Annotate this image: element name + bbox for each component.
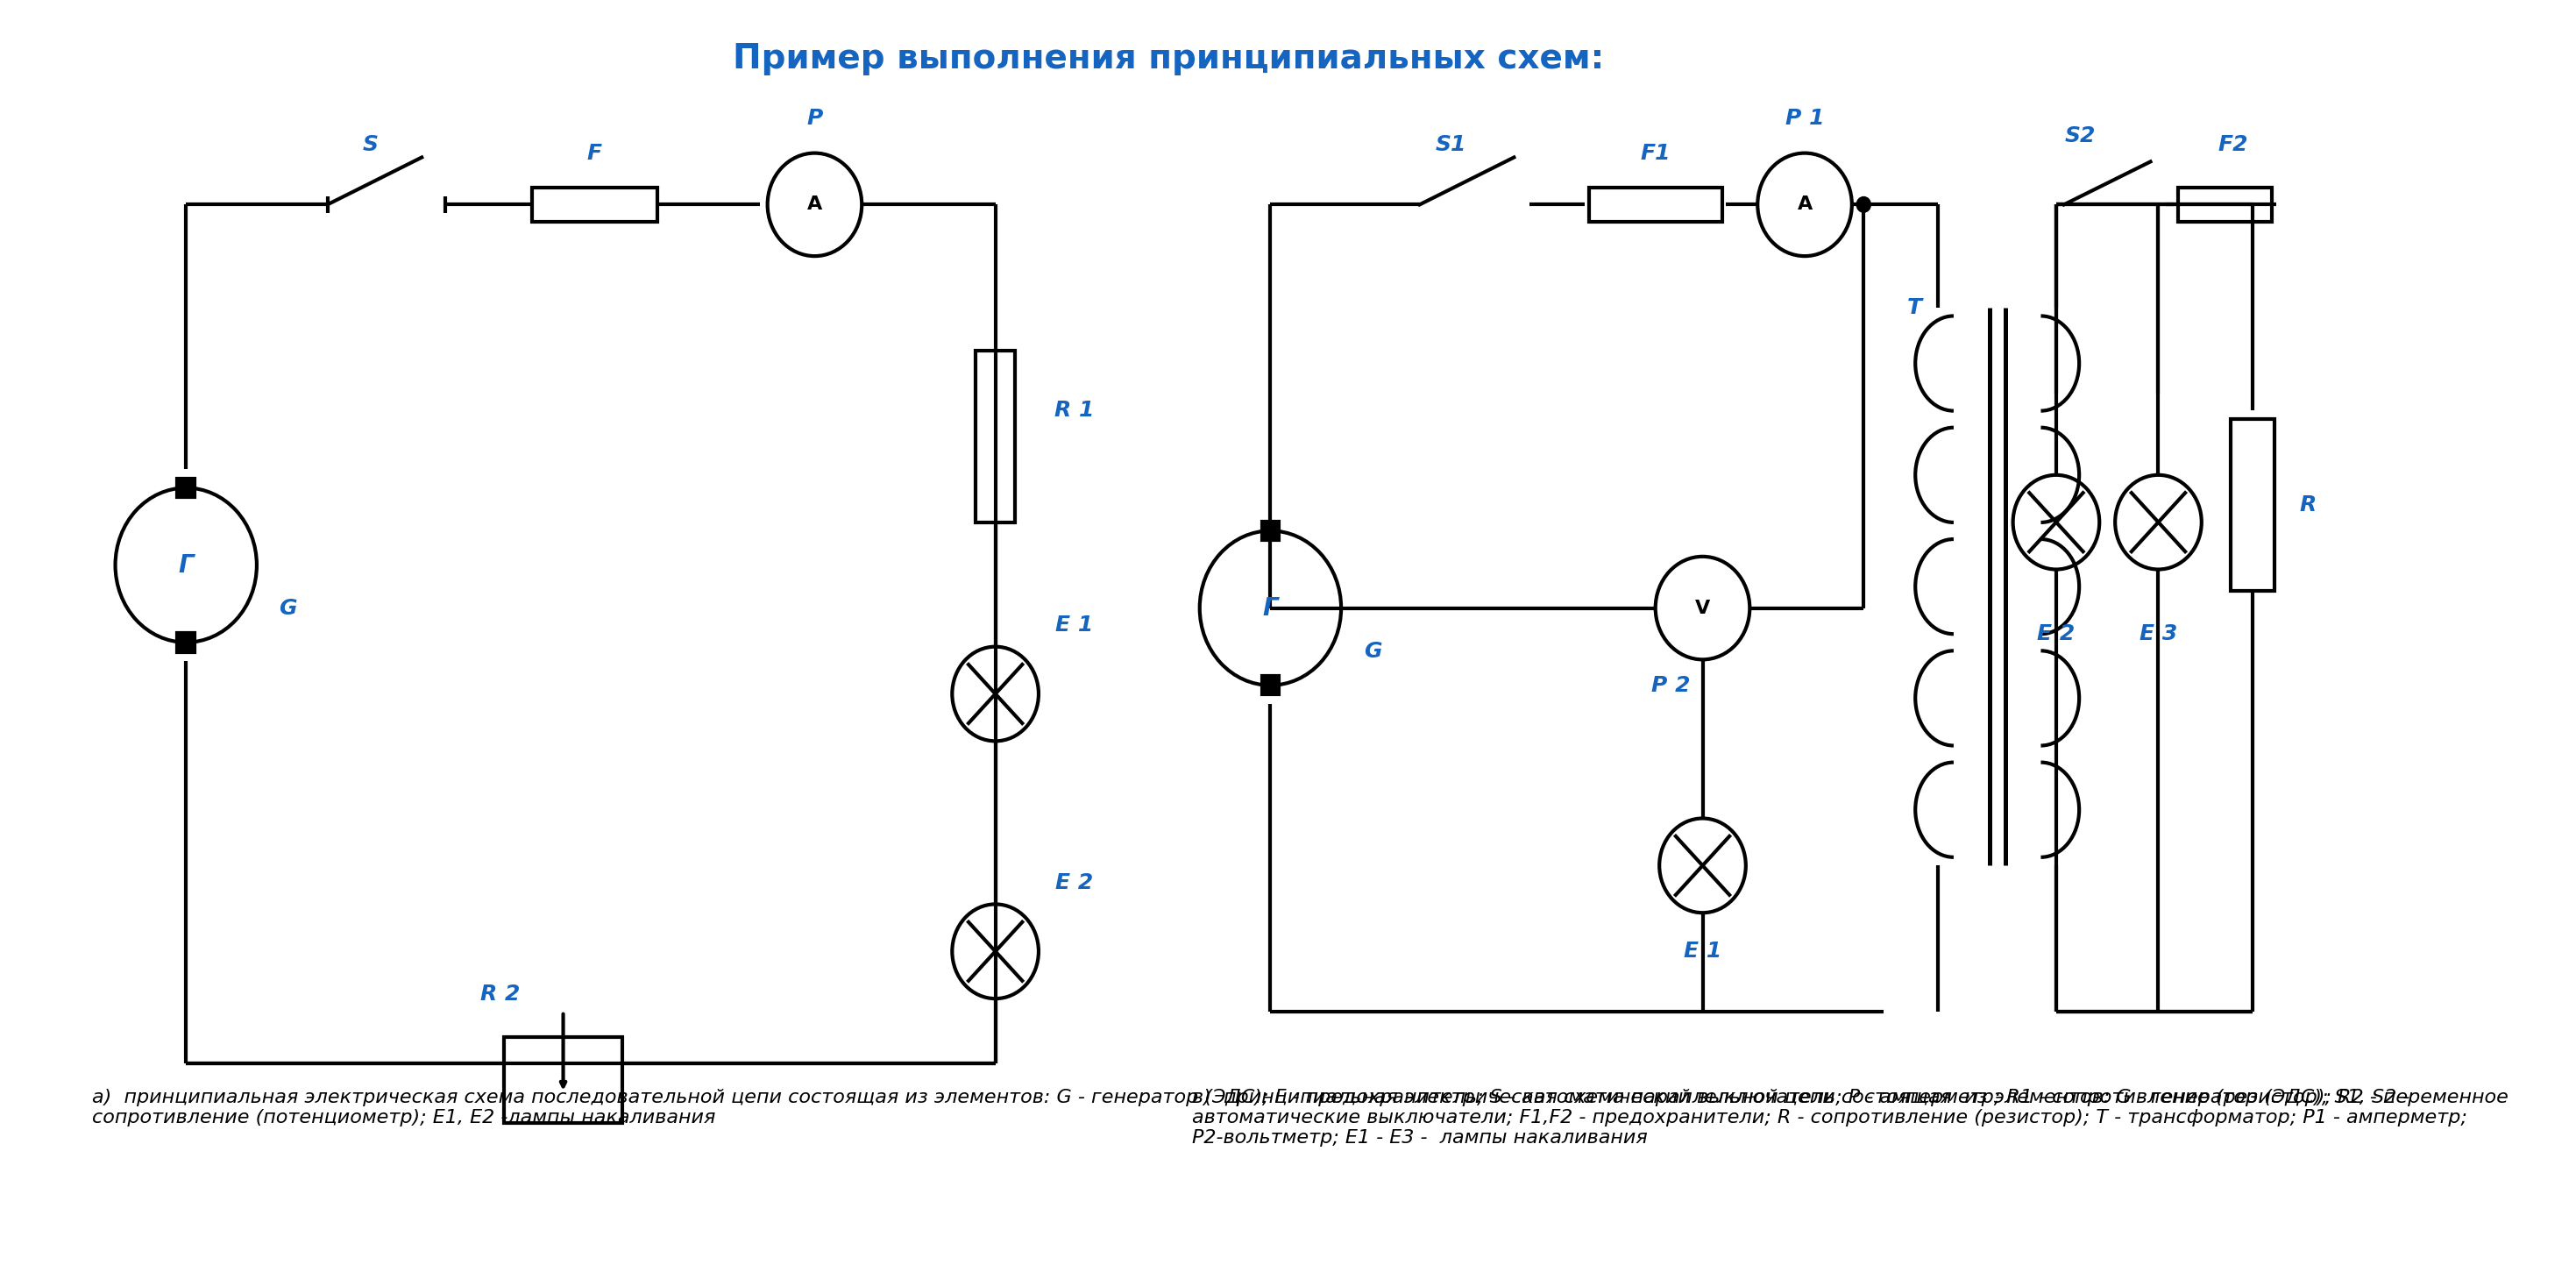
Text: а)  принципиальная электрическая схема последовательной цепи состоящая из элемен: а) принципиальная электрическая схема по… [93, 1089, 2509, 1127]
Text: S2: S2 [2063, 125, 2094, 147]
Text: R 1: R 1 [1054, 400, 1095, 421]
Bar [178, 632, 196, 651]
Bar [976, 350, 1015, 522]
Text: P 2: P 2 [1651, 674, 1690, 696]
Text: E 2: E 2 [2038, 624, 2076, 644]
Bar [1589, 187, 1723, 221]
Text: E 1: E 1 [1685, 941, 1721, 961]
Text: R 2: R 2 [482, 984, 520, 1004]
Text: Г: Г [1262, 596, 1278, 620]
Text: S: S [363, 134, 379, 156]
Bar [2231, 419, 2275, 591]
Text: G: G [1363, 640, 1381, 662]
Text: S1: S1 [1435, 134, 1466, 156]
Text: G: G [278, 597, 296, 619]
Bar [178, 478, 196, 497]
Text: A: A [1798, 196, 1814, 214]
Text: F1: F1 [1641, 143, 1672, 163]
Bar [505, 1037, 623, 1123]
Text: F: F [587, 143, 603, 163]
Bar [2177, 187, 2272, 221]
Text: V: V [1695, 600, 1710, 617]
Bar [1262, 676, 1280, 694]
Text: A: A [806, 196, 822, 214]
Text: в)  принципиальная электрическая схема параллельной цепи состоящая  из элементов: в) принципиальная электрическая схема па… [1193, 1089, 2468, 1147]
Text: P: P [806, 109, 822, 129]
Circle shape [1857, 197, 1870, 213]
Text: E 1: E 1 [1056, 615, 1092, 636]
Bar [1262, 521, 1280, 540]
Text: R: R [2300, 495, 2316, 516]
Text: Пример выполнения принципиальных схем:: Пример выполнения принципиальных схем: [732, 42, 1605, 76]
Bar [531, 187, 657, 221]
Text: E 2: E 2 [1056, 872, 1092, 893]
Text: Г: Г [178, 553, 193, 577]
Text: E 3: E 3 [2141, 624, 2177, 644]
Text: F2: F2 [2218, 134, 2249, 156]
Text: P 1: P 1 [1785, 109, 1824, 129]
Text: T: T [1906, 297, 1922, 318]
